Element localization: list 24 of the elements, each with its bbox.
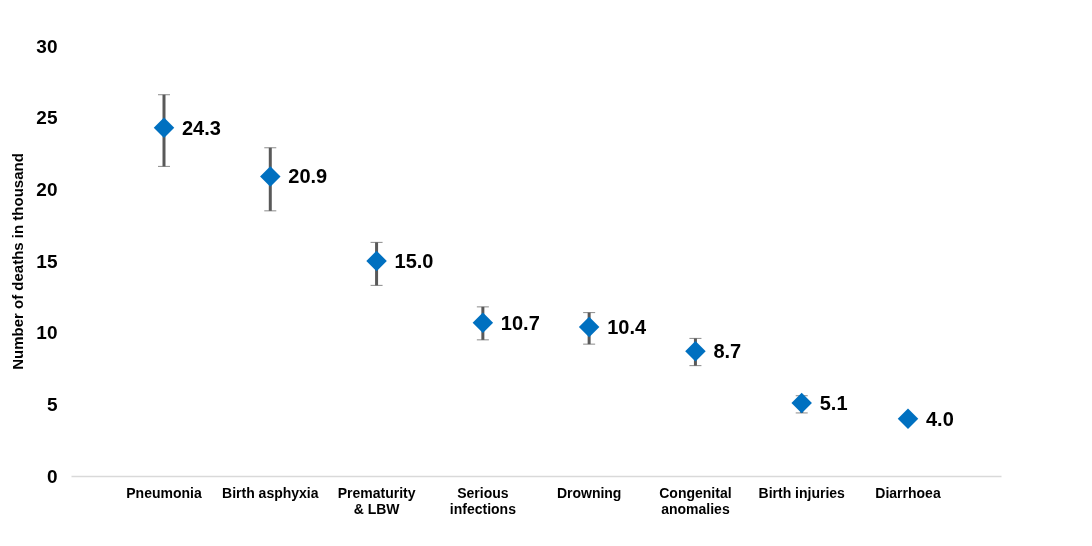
x-tick-label: Birth asphyxia	[222, 484, 319, 501]
x-tick-label: Diarrhoea	[875, 484, 941, 501]
data-label: 8.7	[713, 340, 742, 363]
data-label: 4.0	[926, 407, 954, 430]
y-tick-label: 20	[36, 178, 58, 200]
x-tick-label: Congenital anomalies	[659, 484, 732, 517]
x-tick-label: Drowning	[556, 484, 622, 501]
y-tick-label: 0	[46, 465, 58, 487]
data-label: 24.3	[182, 116, 221, 139]
y-tick-label: 30	[36, 35, 58, 57]
x-tick-label: Birth injuries	[758, 484, 846, 501]
x-tick-label: Prematurity & LBW	[337, 484, 416, 517]
x-tick-label: Pneumonia	[126, 484, 202, 501]
data-label: 15.0	[394, 250, 434, 272]
x-tick-label: Serious infections	[449, 484, 517, 517]
y-tick-label: 15	[36, 250, 58, 272]
data-label: 5.1	[819, 391, 848, 414]
y-tick-label: 10	[36, 322, 58, 344]
y-tick-label: 25	[36, 107, 58, 129]
data-label: 10.4	[607, 315, 647, 338]
data-label: 20.9	[288, 165, 328, 188]
data-label: 10.7	[500, 311, 540, 334]
y-tick-label: 5	[46, 393, 58, 415]
y-axis-title: Number of deaths in thousand	[9, 153, 27, 370]
